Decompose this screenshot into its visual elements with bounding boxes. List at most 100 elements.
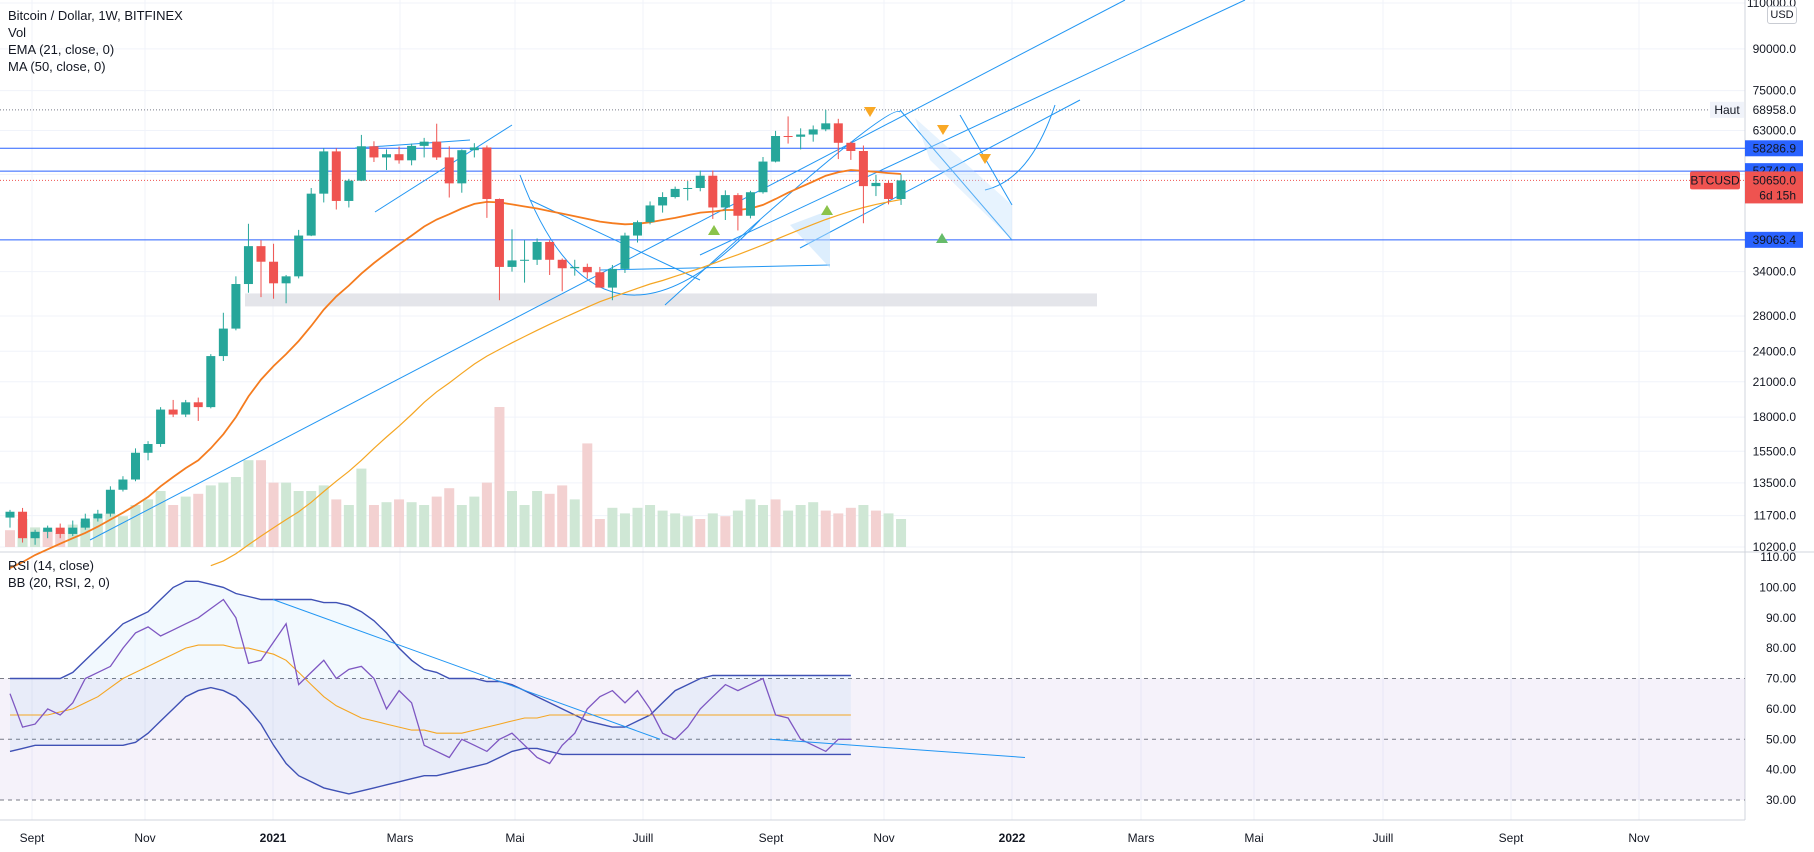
candle-body [733, 195, 743, 216]
volume-bar [645, 505, 656, 547]
volume-bar [105, 513, 116, 547]
volume-bar [431, 496, 442, 547]
indicator-bb[interactable]: BB (20, RSI, 2, 0) [8, 575, 110, 590]
volume-bar [670, 513, 681, 547]
price-tick-label: 110000.0 [1747, 0, 1796, 10]
rsi-tick-label: 40.00 [1766, 763, 1796, 777]
candle-body [896, 180, 906, 199]
candle-body [168, 409, 178, 415]
volume-bar [481, 482, 492, 547]
marker-buy [708, 225, 720, 235]
volume-bar [155, 491, 166, 547]
volume-bar [268, 482, 279, 547]
candle-body [432, 141, 442, 158]
volume-bar [218, 482, 229, 547]
candle-body [695, 175, 705, 188]
candle-body [520, 259, 530, 261]
candle-body [344, 180, 354, 201]
rsi-tick-label: 60.00 [1766, 702, 1796, 716]
price-tick-label: 10200.0 [1753, 540, 1797, 554]
volume-bar [494, 407, 505, 547]
price-tick-label: 13500.0 [1753, 476, 1797, 490]
candle-body [444, 157, 454, 184]
volume-bar [707, 513, 718, 547]
volume-bar [732, 510, 743, 547]
volume-bar [870, 510, 881, 547]
falling-line-2 [599, 264, 831, 271]
price-tick-label: 63000.0 [1753, 123, 1797, 137]
volume-bar [193, 493, 204, 547]
candle-body [331, 151, 341, 201]
candle-body [193, 402, 203, 408]
candle-body [507, 260, 517, 267]
indicator-ma[interactable]: MA (50, close, 0) [8, 59, 106, 74]
candle-body [607, 268, 617, 288]
candle-body [846, 142, 856, 151]
candle-body [206, 356, 216, 408]
candle-body [80, 518, 90, 528]
volume-bar [256, 460, 266, 547]
currency-badge[interactable]: USD [1767, 6, 1797, 24]
indicator-rsi[interactable]: RSI (14, close) [8, 558, 94, 573]
price-tick-label: 90000.0 [1753, 42, 1797, 56]
volume-bar [632, 507, 643, 547]
candle-body [771, 136, 781, 162]
volume-bar [745, 499, 756, 547]
indicator-ema[interactable]: EMA (21, close, 0) [8, 42, 115, 57]
time-tick-label: Juill [633, 831, 654, 845]
symbol-title[interactable]: Bitcoin / Dollar, 1W, BITFINEX [8, 8, 183, 23]
bb-basis-line [10, 644, 851, 734]
candle-body [18, 511, 28, 539]
volume-bar [519, 505, 530, 547]
candle-body [243, 246, 253, 285]
rsi-line [9, 598, 851, 765]
volume-bar [394, 499, 405, 547]
volume-bar [92, 519, 103, 547]
candle-body [708, 175, 718, 208]
candle-body [281, 276, 291, 284]
bb-upper-line [10, 580, 851, 728]
volume-bar [808, 502, 819, 547]
channel-shade [915, 118, 1012, 240]
time-tick-label: Mai [505, 831, 524, 845]
volume-bar [180, 496, 191, 547]
trendline-channel-mid [799, 99, 1081, 249]
candle-body [55, 527, 65, 534]
indicator-vol[interactable]: Vol [8, 25, 27, 40]
volume-bar [331, 499, 342, 547]
volume-bar [795, 505, 806, 547]
candle-body [620, 235, 630, 269]
candle-body [131, 452, 140, 480]
candle-body [419, 141, 429, 146]
time-tick-label: Nov [1628, 831, 1649, 845]
candle-body [796, 134, 806, 137]
time-tick-label: Sept [1499, 831, 1524, 845]
rsi-tick-label: 30.00 [1766, 793, 1796, 807]
candle-body [306, 193, 316, 236]
volume-bar [293, 491, 304, 547]
candle-body [457, 150, 467, 184]
candle-body [319, 151, 329, 194]
candle-body [181, 402, 191, 415]
volume-bar [582, 443, 593, 547]
candle-body [407, 145, 417, 161]
price-tick-label: 18000.0 [1753, 410, 1797, 424]
candle-body [382, 154, 391, 158]
time-tick-label: Juill [1373, 831, 1394, 845]
time-tick-label: Nov [134, 831, 155, 845]
volume-bar [343, 505, 354, 547]
candle-body [884, 182, 893, 199]
candle-body [156, 409, 166, 445]
volume-bar [720, 516, 731, 547]
time-tick-label: Mars [1128, 831, 1155, 845]
volume-bar [469, 496, 480, 547]
candle-body [143, 444, 153, 453]
price-tick-label: 24000.0 [1753, 344, 1797, 358]
price-tick-label: 11700.0 [1754, 509, 1797, 523]
rsi-trendline-1 [272, 599, 661, 740]
volume-bar [55, 533, 66, 547]
symbol-tag-bg [1690, 171, 1740, 190]
candle-body [683, 187, 693, 189]
candle-body [494, 198, 504, 267]
